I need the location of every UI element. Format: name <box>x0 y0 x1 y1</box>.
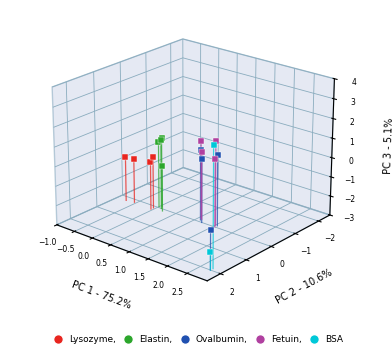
Y-axis label: PC 2 - 10.6%: PC 2 - 10.6% <box>274 268 334 306</box>
X-axis label: PC 1 - 75.2%: PC 1 - 75.2% <box>70 279 132 310</box>
Legend: Lysozyme,, Elastin,, Ovalbumin,, Fetuin,, BSA: Lysozyme,, Elastin,, Ovalbumin,, Fetuin,… <box>45 332 347 348</box>
